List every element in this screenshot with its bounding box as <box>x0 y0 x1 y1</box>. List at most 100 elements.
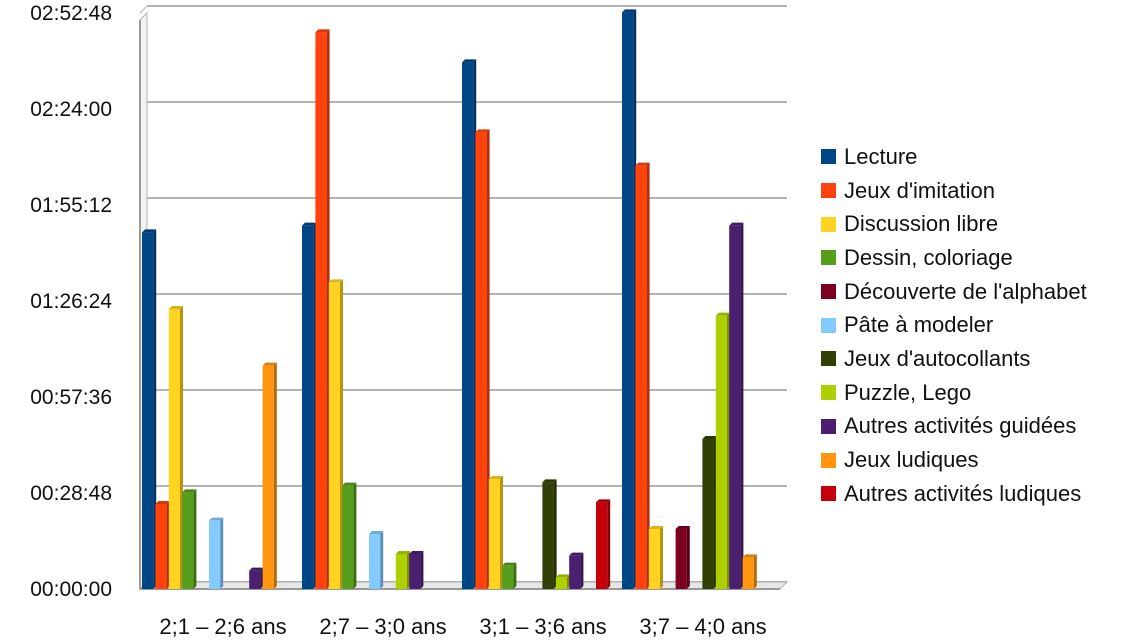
bar <box>702 436 717 589</box>
y-tick-label: 00:00:00 <box>30 578 112 601</box>
y-tick-label: 01:26:24 <box>30 290 112 313</box>
legend-swatch <box>821 385 836 401</box>
bar-top <box>635 162 650 166</box>
legend-swatch <box>821 216 836 232</box>
bar <box>462 59 477 590</box>
bar <box>675 526 690 589</box>
x-category-label: 2;1 – 2;6 ans <box>159 614 286 639</box>
legend-label: Dessin, coloriage <box>844 244 1013 270</box>
x-category-label: 2;7 – 3;0 ans <box>319 614 446 639</box>
bar-top <box>462 59 477 63</box>
bar-top <box>555 574 570 578</box>
legend-label: Jeux d'autocollants <box>844 345 1031 371</box>
legend-label: Jeux d'imitation <box>844 177 995 203</box>
legend-swatch <box>821 351 836 367</box>
bar <box>302 222 317 589</box>
bar <box>142 229 157 590</box>
bar <box>369 531 384 589</box>
bar-side <box>193 489 197 589</box>
bar-side <box>580 552 584 589</box>
bar-top <box>542 479 557 483</box>
bar-top <box>209 517 224 521</box>
gridline-slant <box>139 5 148 14</box>
bar-top <box>369 531 384 534</box>
bar-side <box>513 562 517 589</box>
y-tick-label: 00:28:48 <box>30 482 112 505</box>
bar <box>542 479 557 589</box>
y-tick-label: 02:24:00 <box>30 98 112 121</box>
bar-top <box>262 362 277 366</box>
bar-front <box>675 529 687 589</box>
bar <box>262 362 277 589</box>
bar <box>569 552 584 589</box>
bar-side <box>486 129 490 590</box>
bar-side <box>500 476 503 589</box>
bar <box>555 574 570 589</box>
bar-side <box>420 551 424 589</box>
bar-top <box>302 222 317 226</box>
bar-top <box>409 551 424 554</box>
bar-top <box>569 552 584 556</box>
y-tick-label: 02:52:48 <box>30 2 112 25</box>
bar <box>328 279 343 589</box>
x-category-label: 3;1 – 3;6 ans <box>479 614 606 639</box>
axis-labels: 00:00:00 00:28:48 00:57:36 01:26:24 01:55:12… <box>30 2 766 639</box>
legend-item: Jeux ludiques <box>821 443 1087 477</box>
bar <box>342 482 357 589</box>
legend-label: Discussion libre <box>844 211 999 237</box>
bar <box>622 9 637 590</box>
bar-top <box>488 476 503 479</box>
bar-front <box>635 165 647 589</box>
legend-item: Découverte de l'alphabet <box>821 275 1087 309</box>
legend-label: Jeux ludiques <box>844 447 979 473</box>
y-tick-label: 01:55:12 <box>30 194 112 217</box>
bar-side <box>353 482 357 589</box>
bar <box>502 562 517 589</box>
legend-item: Jeux d'imitation <box>821 174 1087 208</box>
bar-front <box>315 32 327 590</box>
bar-top <box>742 554 757 558</box>
bar-front <box>462 62 474 590</box>
bar-top <box>249 567 264 571</box>
legend-swatch <box>821 418 836 434</box>
bar-front <box>209 520 221 589</box>
bar <box>488 476 503 589</box>
bar-side <box>273 362 277 589</box>
legend-item: Dessin, coloriage <box>821 241 1087 275</box>
bar <box>648 526 663 589</box>
bar <box>715 312 730 589</box>
legend-label: Puzzle, Lego <box>844 379 972 405</box>
bar-side <box>646 162 650 589</box>
bar-front <box>142 232 154 590</box>
bar-top <box>648 526 663 529</box>
bars <box>142 9 757 590</box>
bar-top <box>702 436 717 439</box>
bar-front <box>155 504 167 589</box>
y-tick-label: 00:57:36 <box>30 386 112 409</box>
bar <box>209 517 224 589</box>
bar <box>475 129 490 590</box>
bar-front <box>475 132 487 590</box>
legend-label: Lecture <box>844 143 918 169</box>
bar-front <box>249 570 261 589</box>
bar-front <box>622 12 634 590</box>
bar-top <box>622 9 637 13</box>
legend-item: Pâte à modeler <box>821 308 1087 342</box>
legend-swatch <box>821 250 836 266</box>
bar-front <box>715 315 727 589</box>
bar-front <box>168 309 180 589</box>
bar-front <box>729 225 741 589</box>
bar-front <box>369 534 381 589</box>
bar <box>635 162 650 589</box>
bar-front <box>542 482 554 589</box>
bar-top <box>342 482 357 486</box>
bar-front <box>596 502 608 589</box>
bar-front <box>328 282 340 589</box>
bar-top <box>168 306 183 309</box>
bar <box>182 489 197 589</box>
bar-front <box>395 554 407 589</box>
bar <box>168 306 183 589</box>
legend-item: Autres activités guidées <box>821 410 1087 444</box>
bar <box>409 551 424 589</box>
